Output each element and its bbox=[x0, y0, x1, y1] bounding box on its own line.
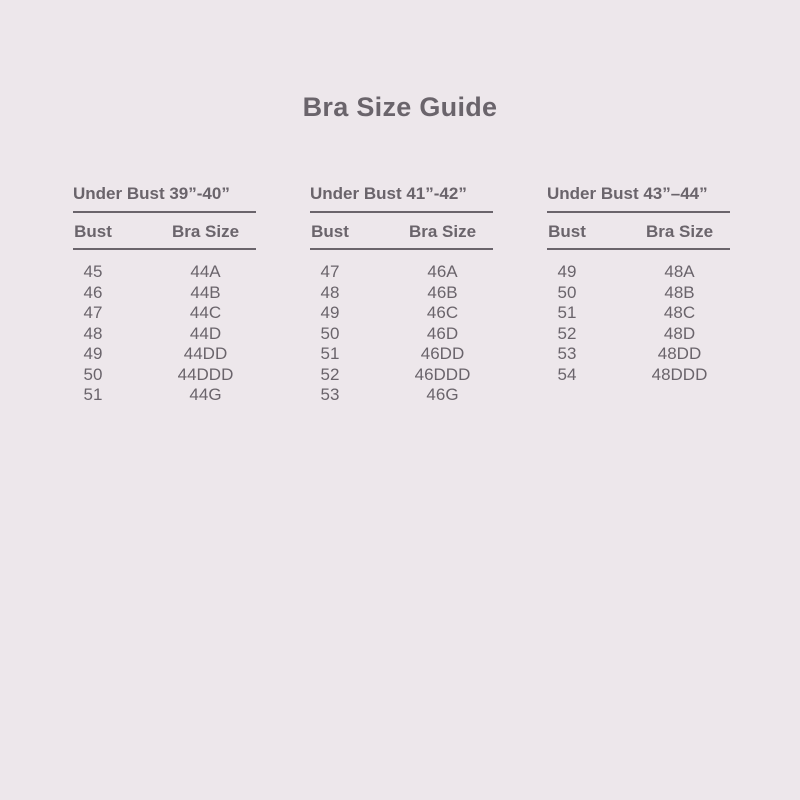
table-row: 50 48B bbox=[547, 283, 730, 304]
bust-value: 49 bbox=[83, 344, 103, 363]
table-heading: Under Bust 43”–44” bbox=[547, 184, 730, 213]
bra-size-value: 46DD bbox=[420, 344, 465, 363]
table-row: 48 46B bbox=[310, 283, 493, 304]
table-row: 47 46A bbox=[310, 249, 493, 283]
table-row: 51 48C bbox=[547, 303, 730, 324]
table-row: 49 48A bbox=[547, 249, 730, 283]
table-body: 45 44A 46 44B 47 44C 48 44D 49 44DD 50 44DDD 51 44G bbox=[73, 249, 256, 406]
bust-value: 48 bbox=[320, 282, 340, 302]
bust-value: 47 bbox=[83, 303, 103, 322]
bra-size-value: 48C bbox=[663, 303, 696, 322]
size-table: Under Bust 41”-42” Bust Bra Size 47 46A 48… bbox=[310, 184, 493, 406]
table-heading: Under Bust 41”-42” bbox=[310, 184, 493, 213]
bust-value: 51 bbox=[557, 303, 577, 322]
bust-value: 47 bbox=[320, 262, 340, 281]
table-row: 47 44C bbox=[73, 303, 256, 324]
page-title: Bra Size Guide bbox=[302, 92, 498, 122]
size-chart: Bust Bra Size 45 44A 46 44B 47 44C 48 44D 49 44DD… bbox=[73, 213, 256, 406]
bra-size-value: 48A bbox=[664, 262, 695, 281]
table-row: 51 44G bbox=[73, 385, 256, 406]
size-table: Under Bust 39”-40” Bust Bra Size 45 44A 46… bbox=[73, 184, 256, 406]
bust-value: 51 bbox=[320, 344, 340, 363]
table-row: 48 44D bbox=[73, 324, 256, 345]
table-row: 52 48D bbox=[547, 324, 730, 345]
bust-value: 48 bbox=[83, 323, 103, 343]
col-header-bra-size: Bra Size bbox=[350, 213, 493, 250]
table-row: 50 44DDD bbox=[73, 365, 256, 386]
bra-size-value: 46G bbox=[426, 385, 459, 404]
size-tables: Under Bust 39”-40” Bust Bra Size 45 44A 46… bbox=[73, 184, 730, 406]
size-chart: Bust Bra Size 49 48A 50 48B 51 48C 52 48D 53 48DD… bbox=[547, 213, 730, 385]
table-row: 45 44A bbox=[73, 249, 256, 283]
table-row: 49 46C bbox=[310, 303, 493, 324]
bust-value: 52 bbox=[320, 364, 340, 384]
bust-value: 53 bbox=[557, 344, 577, 363]
header-row: Bust Bra Size bbox=[547, 213, 730, 250]
table-body: 47 46A 48 46B 49 46C 50 46D 51 46DD 52 46DDD 53 46G bbox=[310, 249, 493, 406]
bust-value: 53 bbox=[320, 385, 340, 404]
bust-value: 51 bbox=[83, 385, 103, 404]
bust-value: 50 bbox=[557, 282, 577, 302]
bra-size-value: 48DD bbox=[657, 344, 702, 363]
table-row: 53 46G bbox=[310, 385, 493, 406]
bra-size-value: 44DD bbox=[183, 344, 228, 363]
bra-size-value: 48B bbox=[664, 282, 695, 302]
bra-size-value: 46DDD bbox=[414, 364, 471, 384]
bust-value: 49 bbox=[557, 262, 577, 281]
bust-value: 50 bbox=[83, 364, 103, 384]
col-header-bra-size: Bra Size bbox=[587, 213, 730, 250]
bra-size-value: 48DDD bbox=[651, 364, 708, 384]
bra-size-value: 44G bbox=[189, 385, 222, 404]
bra-size-value: 48D bbox=[663, 323, 696, 343]
bra-size-value: 44C bbox=[189, 303, 222, 322]
bra-size-value: 44B bbox=[190, 282, 221, 302]
bust-value: 49 bbox=[320, 303, 340, 322]
table-row: 49 44DD bbox=[73, 344, 256, 365]
bra-size-value: 44D bbox=[189, 323, 222, 343]
bust-value: 50 bbox=[320, 323, 340, 343]
table-row: 54 48DDD bbox=[547, 365, 730, 386]
bra-size-value: 46D bbox=[426, 323, 459, 343]
table-row: 51 46DD bbox=[310, 344, 493, 365]
table-row: 53 48DD bbox=[547, 344, 730, 365]
size-table: Under Bust 43”–44” Bust Bra Size 49 48A 50… bbox=[547, 184, 730, 406]
col-header-bust: Bust bbox=[73, 213, 113, 250]
table-heading: Under Bust 39”-40” bbox=[73, 184, 256, 213]
header-row: Bust Bra Size bbox=[310, 213, 493, 250]
bust-value: 46 bbox=[83, 282, 103, 302]
bra-size-value: 44A bbox=[190, 262, 221, 281]
header-row: Bust Bra Size bbox=[73, 213, 256, 250]
bust-value: 54 bbox=[557, 364, 577, 384]
bra-size-value: 44DDD bbox=[177, 364, 234, 384]
col-header-bra-size: Bra Size bbox=[113, 213, 256, 250]
bra-size-value: 46C bbox=[426, 303, 459, 322]
size-chart: Bust Bra Size 47 46A 48 46B 49 46C 50 46D 51 46DD… bbox=[310, 213, 493, 406]
bra-size-value: 46B bbox=[427, 282, 458, 302]
col-header-bust: Bust bbox=[547, 213, 587, 250]
col-header-bust: Bust bbox=[310, 213, 350, 250]
bust-value: 45 bbox=[83, 262, 103, 281]
bra-size-value: 46A bbox=[427, 262, 458, 281]
bust-value: 52 bbox=[557, 323, 577, 343]
table-row: 46 44B bbox=[73, 283, 256, 304]
table-row: 50 46D bbox=[310, 324, 493, 345]
table-row: 52 46DDD bbox=[310, 365, 493, 386]
table-body: 49 48A 50 48B 51 48C 52 48D 53 48DD 54 48DDD bbox=[547, 249, 730, 385]
